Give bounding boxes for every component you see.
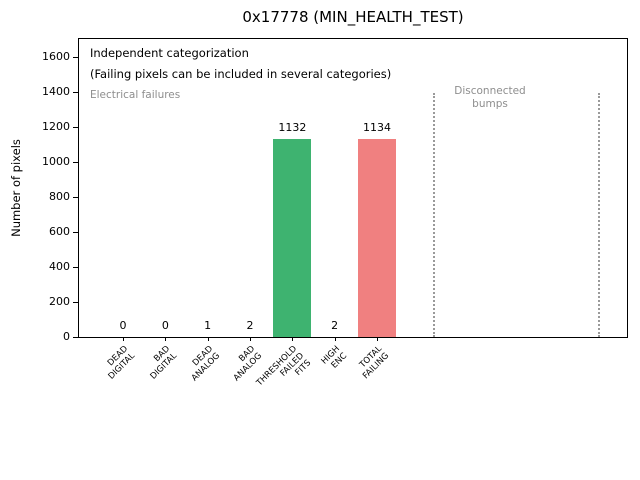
bar-value-label: 1 — [204, 319, 212, 332]
x-tick-mark — [334, 337, 336, 341]
dotted-separator-left — [433, 93, 435, 337]
y-tick-label: 200 — [49, 295, 70, 308]
bar-value-label: 2 — [246, 319, 254, 332]
y-tick-mark — [73, 267, 78, 268]
y-tick-label: 1200 — [42, 120, 70, 133]
bar-value-label: 1132 — [278, 121, 307, 134]
x-tick-mark — [207, 337, 209, 341]
chart-title: 0x17778 (MIN_HEALTH_TEST) — [242, 8, 464, 26]
x-tick-mark — [249, 337, 251, 341]
annotation-electrical-failures: Electrical failures — [90, 89, 181, 101]
x-tick-mark — [123, 337, 124, 341]
y-tick-label: 800 — [49, 190, 70, 203]
y-tick-mark — [73, 337, 78, 338]
y-axis-label: Number of pixels — [9, 139, 23, 237]
y-tick-label: 400 — [49, 260, 70, 273]
y-tick-mark — [73, 162, 78, 163]
y-tick-label: 1600 — [42, 50, 70, 63]
bar-value-label: 0 — [119, 319, 127, 332]
x-tick-mark — [292, 337, 294, 341]
y-tick-mark — [73, 92, 78, 93]
x-tick-mark — [165, 337, 167, 341]
bar-value-label: 0 — [161, 319, 169, 332]
y-tick-mark — [73, 232, 78, 233]
y-tick-label: 1000 — [42, 155, 70, 168]
bar — [357, 139, 396, 337]
y-tick-mark — [73, 57, 78, 58]
x-tick-mark — [376, 337, 378, 341]
y-tick-mark — [73, 127, 78, 128]
annotation-disconnected-bumps: Disconnected bumps — [454, 85, 526, 110]
annotation-failing-pixels-note: (Failing pixels can be included in sever… — [90, 67, 392, 81]
y-tick-label: 1400 — [42, 85, 70, 98]
y-tick-label: 600 — [49, 225, 70, 238]
plot-area — [78, 38, 628, 338]
bar-value-label: 1134 — [362, 121, 391, 134]
y-tick-label: 0 — [63, 330, 70, 343]
bar-value-label: 2 — [331, 319, 339, 332]
y-tick-mark — [73, 302, 78, 303]
annotation-independent-categorization: Independent categorization — [90, 46, 249, 60]
dotted-separator-right — [598, 93, 600, 337]
y-tick-mark — [73, 197, 78, 198]
bar — [273, 139, 312, 337]
